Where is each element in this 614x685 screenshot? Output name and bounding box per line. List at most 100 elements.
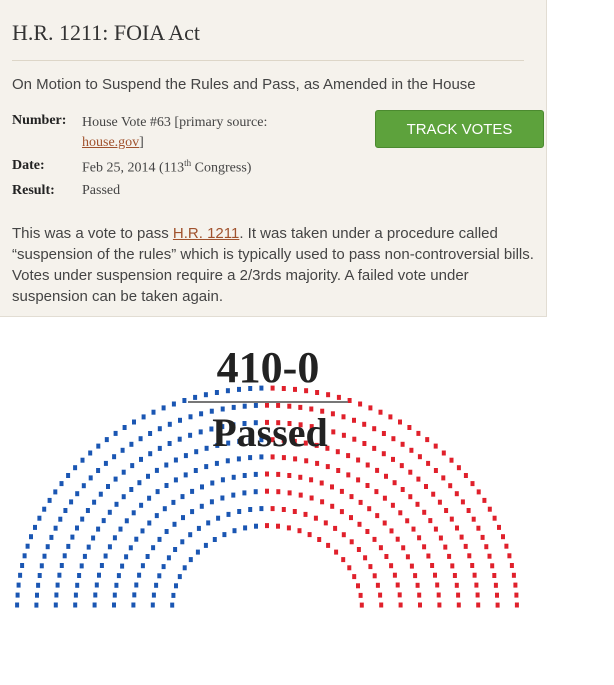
seat — [504, 543, 509, 549]
seat — [356, 547, 361, 552]
seat — [339, 488, 344, 494]
seat — [253, 402, 258, 408]
seat — [441, 450, 446, 456]
seat — [147, 495, 152, 501]
seat — [140, 563, 145, 569]
seat — [225, 458, 230, 464]
track-votes-button[interactable]: TRACK VOTES — [375, 110, 544, 148]
seat — [375, 513, 380, 519]
seat — [107, 509, 112, 515]
seat — [265, 488, 269, 494]
seat — [112, 454, 117, 460]
seat — [441, 475, 446, 481]
seat — [79, 563, 84, 569]
seat — [140, 528, 145, 534]
seat — [20, 563, 25, 568]
seat — [236, 456, 241, 462]
seat — [413, 573, 418, 579]
seat — [293, 456, 298, 462]
seat — [209, 499, 214, 505]
seat — [433, 572, 437, 578]
seat — [470, 481, 475, 487]
seat — [315, 390, 320, 395]
seat — [378, 592, 383, 598]
seat — [124, 554, 129, 560]
seat — [114, 501, 119, 507]
source-link[interactable]: house.gov — [82, 135, 140, 150]
seat — [293, 386, 297, 392]
seat — [226, 440, 231, 446]
seat — [398, 510, 403, 516]
seat — [214, 390, 219, 395]
seat — [104, 437, 109, 443]
seat — [330, 411, 335, 417]
seat — [358, 592, 363, 598]
seat — [92, 602, 97, 608]
seat — [400, 487, 405, 492]
seat — [167, 441, 172, 446]
seat — [365, 529, 370, 534]
seat — [415, 501, 420, 507]
seat — [514, 602, 519, 608]
seat — [326, 542, 331, 548]
bill-link[interactable]: H.R. 1211 — [172, 225, 240, 242]
seat — [389, 563, 394, 569]
seat — [405, 554, 410, 560]
seat — [141, 414, 146, 420]
seat — [495, 592, 499, 598]
seat — [94, 582, 99, 588]
seat — [298, 404, 303, 410]
seat — [303, 511, 308, 517]
seat — [330, 503, 335, 509]
seat — [132, 592, 137, 598]
seat — [75, 582, 80, 588]
seat — [248, 507, 253, 512]
seat — [66, 473, 71, 478]
seat — [190, 488, 195, 494]
seat — [195, 549, 200, 555]
seat — [444, 508, 449, 513]
number-row: Number: House Vote #63 [primary source: … — [12, 113, 267, 150]
seat — [242, 473, 247, 478]
seat — [368, 564, 373, 570]
seat — [292, 509, 297, 514]
seat — [75, 525, 79, 531]
seat — [151, 592, 156, 598]
seat — [408, 494, 413, 500]
seat — [182, 565, 187, 571]
seat-diagram: 410-0 Passed — [15, 343, 519, 608]
seat — [116, 573, 121, 579]
seat — [166, 555, 171, 561]
seat — [73, 602, 78, 608]
value: House Vote #63 [primary source: house.go… — [82, 113, 267, 153]
seat — [253, 420, 258, 426]
seat — [167, 421, 172, 427]
seat — [22, 553, 27, 559]
seat — [436, 592, 441, 598]
seat — [298, 474, 303, 480]
seat — [368, 405, 373, 411]
seat — [131, 602, 136, 608]
seat — [138, 436, 143, 442]
seat — [416, 476, 421, 482]
seat — [188, 414, 193, 420]
seat — [382, 495, 387, 501]
seat — [415, 582, 420, 588]
seat — [325, 464, 330, 470]
seat — [59, 563, 64, 568]
seat — [292, 438, 297, 444]
seat — [55, 582, 60, 588]
seat — [200, 484, 204, 490]
seat — [63, 508, 68, 513]
seat — [112, 535, 117, 541]
seat — [120, 563, 125, 569]
seat — [231, 404, 236, 410]
seat — [81, 483, 86, 489]
seat — [137, 480, 142, 486]
seat — [150, 602, 155, 608]
seat — [225, 388, 230, 394]
seat — [164, 462, 169, 468]
seat — [375, 467, 380, 473]
seat — [237, 386, 241, 392]
